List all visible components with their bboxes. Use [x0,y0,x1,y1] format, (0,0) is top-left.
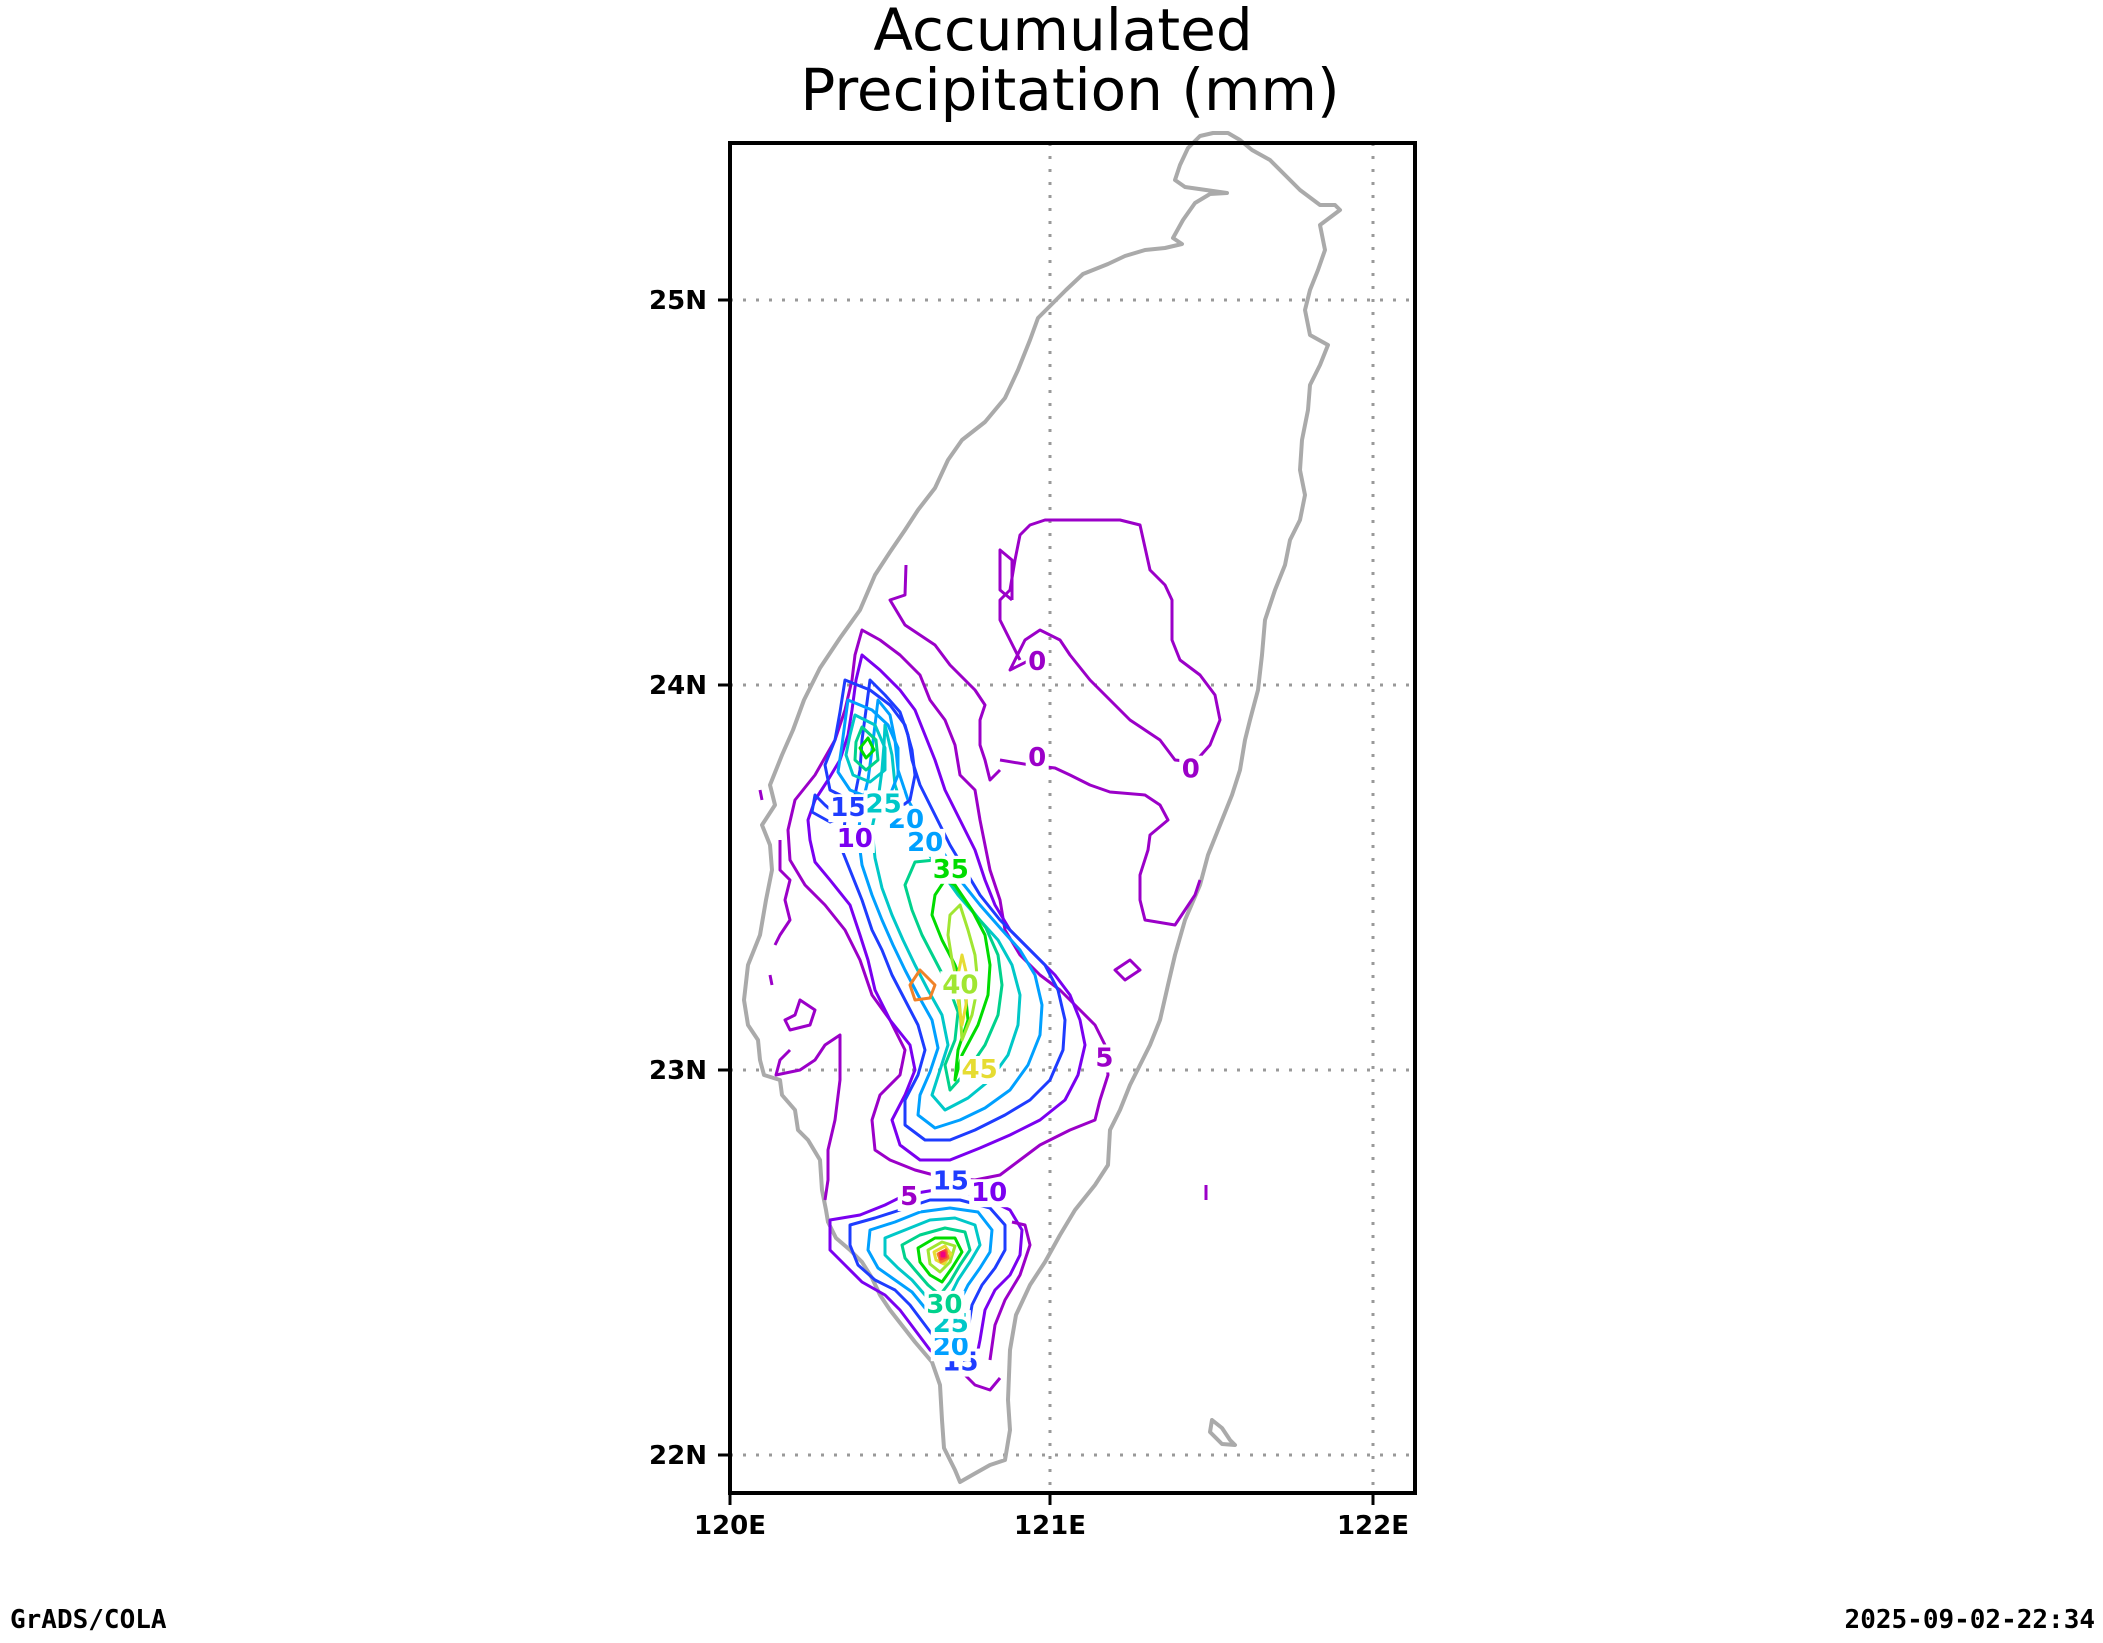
contour-0-west-coast-c [774,1033,842,1201]
contour-label-bg [1025,744,1049,773]
map-title-line-2: Precipitation (mm) [800,56,1339,124]
contour-35-south [916,1236,964,1284]
contour-label-bg [863,790,904,819]
contour-label-35: 35 [933,855,969,885]
contour-label-bg [924,1290,965,1319]
contour-5-south-tail [958,1220,1032,1392]
contour-label-0: 0 [1028,743,1046,773]
contour-0-small-east [1113,958,1142,982]
contour-35-north [858,736,876,760]
contour-label-bg [905,828,946,857]
contour-35-main [930,878,992,1082]
contour-0-tiny-west [758,789,774,986]
contour-0-eastern-upper [998,518,1222,764]
contour-25-north [844,713,887,784]
contour-label-30: 30 [926,1290,962,1320]
map-frame [728,141,1417,1495]
contour-50-peak [908,968,937,1002]
y-tick-label-25n: 25N [649,286,707,316]
contour-40-south [926,1240,957,1274]
map-title-line-1: Accumulated [873,0,1252,64]
contour-label-40: 40 [942,970,978,1000]
taiwan-coastline [742,131,1342,1484]
contour-30-north [853,725,880,772]
contour-label-bg [834,825,875,853]
footer-software: GrADS/COLA [10,1605,167,1635]
contour-label-bg [897,1183,921,1212]
contour-label-bg [828,794,869,823]
lanyu-island [1208,1418,1237,1447]
axis-ticks [718,298,1375,1505]
contour-label-bg [930,1167,971,1196]
contour-label-10: 10 [971,1178,1007,1208]
contour-label-5: 5 [1095,1043,1113,1073]
contour-5-main [786,628,1110,1182]
contour-0-west [888,564,1002,782]
contour-label-15: 15 [933,1167,969,1197]
footer-timestamp: 2025-09-02-22:34 [1845,1605,2095,1635]
y-tick-label-24n: 24N [649,671,707,701]
contour-label-bg [1179,755,1203,784]
contour-10-south [828,1188,1024,1367]
contour-label-45: 45 [962,1055,998,1085]
contour-label-20: 20 [907,828,943,858]
contour-label-bg [940,971,981,1000]
contour-60-south [940,1251,946,1258]
contour-label-15: 15 [830,793,866,823]
coastline [742,131,1342,1484]
contour-label-0: 0 [1182,755,1200,785]
contour-label-bg [969,1179,1010,1208]
contour-0-central [999,758,1202,927]
contour-30-main [903,858,1004,1092]
contour-label-bg [1025,647,1049,676]
contour-label-bg [959,1056,1000,1084]
contour-label-25: 25 [866,789,902,819]
contour-label-bg [1092,1044,1116,1073]
contour-25-south [883,1216,982,1312]
contour-15-south [848,1198,1007,1352]
contour-label-5: 5 [900,1182,918,1212]
x-tick-label-121e: 121E [1014,1511,1086,1541]
contour-label-10: 10 [837,824,873,854]
y-tick-label-23n: 23N [649,1056,707,1086]
precipitation-contours [758,518,1222,1392]
contour-label-bg [930,855,971,884]
contour-0-west-coast-a [773,840,792,946]
x-tick-label-122e: 122E [1337,1511,1409,1541]
x-tick-label-120e: 120E [694,1511,766,1541]
contour-10-main [806,653,1087,1162]
contour-30-south [900,1226,972,1297]
contour-label-0: 0 [1028,647,1046,677]
contour-0-west-coast-b [783,998,817,1032]
y-tick-label-22n: 22N [649,1441,707,1471]
